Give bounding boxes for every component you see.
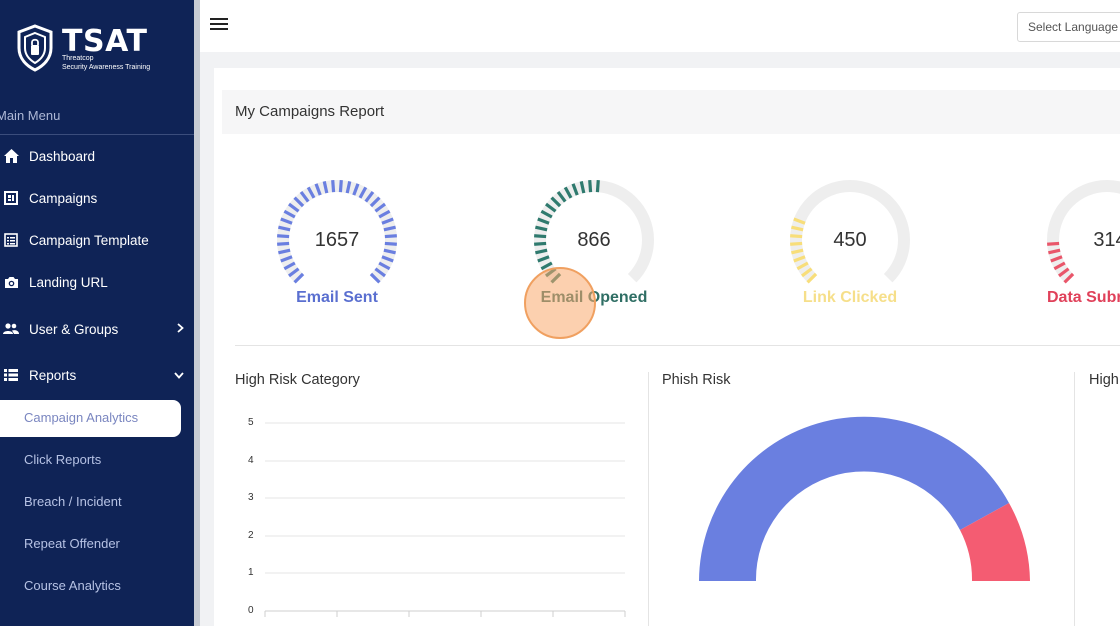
gauge-label: Email Sent	[296, 289, 378, 306]
panel-title-phish-risk: Phish Risk	[662, 372, 731, 388]
section-divider	[235, 345, 1120, 346]
menu-divider	[0, 134, 194, 135]
main-menu-label: Main Menu	[0, 108, 61, 123]
brand-name: TSAT	[62, 24, 148, 59]
users-icon	[3, 321, 19, 337]
y-tick-label: 0	[248, 605, 254, 616]
home-icon	[3, 148, 19, 164]
y-tick-label: 3	[248, 492, 254, 503]
gauge-value: 314	[1093, 229, 1120, 251]
gauge-value: 450	[833, 229, 867, 251]
brand-sub2: Security Awareness Training	[62, 64, 151, 71]
gauge-value: 1657	[314, 229, 360, 251]
campaigns-icon	[3, 190, 19, 206]
y-tick-label: 5	[248, 417, 254, 428]
sidebar-item-label: Dashboard	[29, 148, 96, 164]
click-indicator	[524, 267, 596, 339]
subitem-label: Campaign Analytics	[24, 410, 139, 425]
sidebar-item-label: Reports	[29, 367, 77, 383]
gauge-value: 866	[577, 229, 611, 251]
report-header: My Campaigns Report	[222, 90, 1120, 134]
gauge-label: Data Subr	[1047, 289, 1120, 306]
sidebar-item-label: Campaigns	[29, 190, 98, 206]
y-tick-label: 4	[248, 455, 254, 466]
report-card: My Campaigns Report	[214, 68, 1120, 626]
sidebar-subitem-click-reports[interactable]: Click Reports	[24, 452, 102, 467]
sidebar-subitem-breach-incident[interactable]: Breach / Incident	[24, 494, 122, 509]
hamburger-menu-icon[interactable]	[210, 18, 228, 32]
template-icon	[3, 232, 19, 248]
panel-title-high-risk-category: High Risk Category	[235, 372, 360, 388]
high-risk-chart-grid	[264, 422, 626, 617]
panel-title-third: High	[1089, 372, 1119, 388]
sidebar-item-label: Landing URL	[29, 274, 108, 290]
phish-risk-segment-blue	[699, 416, 1009, 581]
camera-icon	[3, 274, 19, 290]
sidebar-item-campaign-template[interactable]: Campaign Template	[0, 222, 194, 258]
shield-logo-icon	[17, 24, 53, 72]
sidebar-scroll-edge	[194, 0, 200, 626]
chevron-down-icon	[174, 368, 184, 382]
topbar: Select Language	[200, 0, 1120, 52]
sidebar-item-reports[interactable]: Reports	[0, 357, 194, 393]
panel-divider	[648, 372, 649, 626]
list-icon	[3, 367, 19, 383]
brand-sub1: Threatcop	[62, 55, 94, 62]
sidebar-item-dashboard[interactable]: Dashboard	[0, 138, 194, 174]
sidebar-subitem-course-analytics[interactable]: Course Analytics	[24, 578, 121, 593]
y-tick-label: 1	[248, 567, 254, 578]
y-tick-label: 2	[248, 530, 254, 541]
gauge-label: Link Clicked	[802, 289, 898, 306]
sidebar-item-campaigns[interactable]: Campaigns	[0, 180, 194, 216]
panel-divider	[1074, 372, 1075, 626]
sidebar-item-label: User & Groups	[29, 321, 119, 337]
phish-risk-chart	[699, 416, 1030, 581]
sidebar-item-label: Campaign Template	[29, 232, 149, 248]
tsat-logo[interactable]: TSAT Threatcop Security Awareness Traini…	[16, 24, 186, 76]
phish-risk-segment-red	[960, 503, 1030, 581]
sidebar-item-landing-url[interactable]: Landing URL	[0, 264, 194, 300]
report-title: My Campaigns Report	[235, 103, 385, 120]
chevron-right-icon	[177, 322, 184, 336]
language-select[interactable]: Select Language	[1017, 12, 1120, 42]
sidebar: TSAT Threatcop Security Awareness Traini…	[0, 0, 194, 626]
sidebar-subitem-campaign-analytics[interactable]: Campaign Analytics	[0, 400, 181, 437]
sidebar-item-user-groups[interactable]: User & Groups	[0, 311, 194, 347]
sidebar-subitem-repeat-offender[interactable]: Repeat Offender	[24, 536, 120, 551]
